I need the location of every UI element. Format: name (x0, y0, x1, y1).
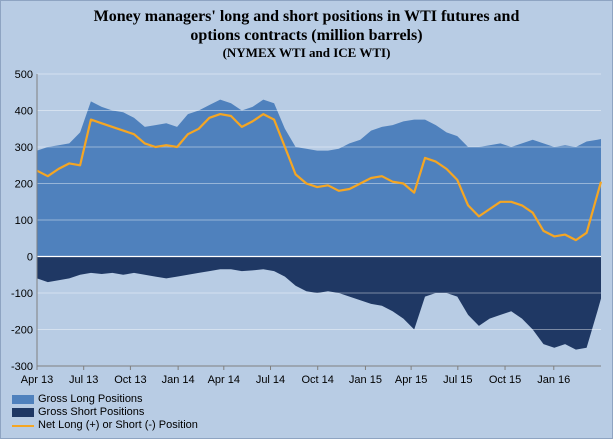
y-tick-label: 300 (15, 142, 33, 154)
x-tick-label: Jul 13 (69, 374, 98, 386)
x-tick-label: Oct 14 (302, 374, 334, 386)
x-tick-label: Jan 15 (349, 374, 382, 386)
series-gross-short-area (37, 256, 601, 350)
legend-item-short: Gross Short Positions (12, 406, 198, 419)
legend-swatch-short (12, 408, 34, 417)
x-tick-label: Jul 15 (443, 374, 472, 386)
legend-item-net: Net Long (+) or Short (-) Position (12, 419, 198, 432)
legend-item-long: Gross Long Positions (12, 393, 198, 406)
y-tick-label: -300 (11, 361, 33, 373)
x-tick-label: Apr 15 (395, 374, 427, 386)
x-tick-label: Jul 14 (256, 374, 285, 386)
chart-title: Money managers' long and short positions… (0, 7, 613, 61)
x-tick-label: Oct 13 (114, 374, 146, 386)
x-tick-label: Apr 13 (21, 374, 53, 386)
legend-label-short: Gross Short Positions (38, 406, 145, 418)
legend-swatch-long (12, 395, 34, 404)
y-tick-label: 500 (15, 69, 33, 81)
legend-label-net: Net Long (+) or Short (-) Position (38, 419, 198, 431)
chart-title-line-2: options contracts (million barrels) (190, 27, 423, 44)
chart-title-line-1: Money managers' long and short positions… (93, 8, 520, 25)
legend-label-long: Gross Long Positions (38, 393, 143, 405)
chart-title-line-3: (NYMEX WTI and ICE WTI) (222, 45, 391, 60)
x-tick-label: Jan 14 (162, 374, 195, 386)
y-tick-label: 0 (27, 252, 33, 264)
legend-swatch-net (12, 424, 34, 427)
series-gross-long-area (37, 99, 601, 257)
chart-legend: Gross Long Positions Gross Short Positio… (12, 393, 198, 432)
y-tick-label: -100 (11, 288, 33, 300)
x-tick-label: Oct 15 (489, 374, 521, 386)
y-tick-label: -200 (11, 325, 33, 337)
x-tick-label: Jan 16 (537, 374, 570, 386)
y-tick-label: 100 (15, 215, 33, 227)
series-net-line (36, 112, 603, 242)
y-tick-label: 200 (15, 179, 33, 191)
x-tick-label: Apr 14 (208, 374, 240, 386)
y-tick-label: 400 (15, 106, 33, 118)
